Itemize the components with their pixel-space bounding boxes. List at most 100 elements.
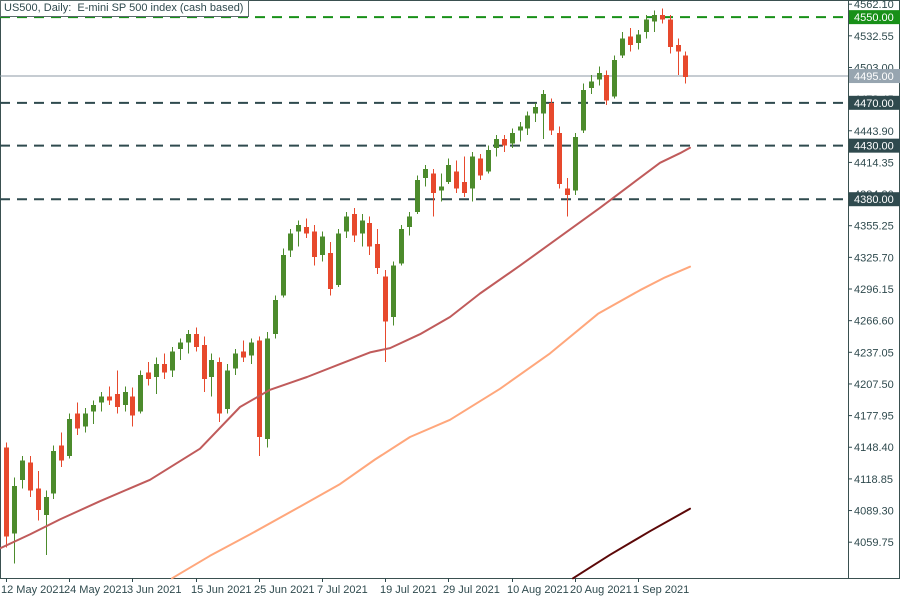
level-4380-badge[interactable] [849,192,900,207]
candle-body [486,149,491,172]
candle-body [462,182,467,193]
candle-body [249,342,254,356]
candle-body [202,344,207,380]
price-tick-label: 4177.95 [854,411,894,423]
current-price-4495-badge[interactable] [849,69,900,84]
ma-salmon-line [171,265,691,580]
candle-body [233,353,238,369]
date-tick-label: 15 Jun 2021 [191,584,252,596]
date-tick-label: 19 Jul 2021 [380,584,437,596]
candle-body [51,450,56,494]
candle-body [628,36,633,45]
candle-body [288,233,293,251]
level-4380-badge-label: 4380.00 [854,194,894,206]
date-tick-label: 1 Sep 2021 [633,584,689,596]
price-tick-label: 4325.70 [854,252,894,264]
candle-body [533,107,538,114]
candle-body [391,265,396,318]
moving-averages [0,146,691,580]
candle-body [494,139,499,148]
candle-body [644,19,649,33]
candle-body [225,370,230,410]
candle-body [478,158,483,176]
candle-body [589,81,594,88]
candle-body [12,486,17,534]
candle-body [581,89,586,131]
candle-body [573,137,578,191]
level-4550-badge[interactable] [849,10,900,25]
candle-body [399,229,404,264]
date-tick-label: 24 May 2021 [64,584,128,596]
candle-body [415,179,420,213]
candle-body [170,351,175,371]
candle-body [115,394,120,407]
candle-body [4,447,9,537]
date-tick-label: 12 May 2021 [1,584,65,596]
price-tick-label: 4207.50 [854,379,894,391]
candle-body [241,351,246,358]
candle-body [612,59,617,97]
price-tick-label: 4237.05 [854,347,894,359]
candle-body [344,216,349,232]
candle-body [518,126,523,131]
candle-body [162,364,167,373]
candle-body [194,334,199,348]
candle-body [130,396,135,416]
candle-body [565,188,570,195]
candle-body [367,222,372,247]
candle-body [549,102,554,131]
price-tick-label: 4532.55 [854,31,894,43]
candle-body [604,74,609,101]
candle-body [383,276,388,322]
candle-body [597,72,602,80]
candle-body [59,445,64,461]
candle-body [525,115,530,129]
candle-body [423,169,428,178]
candle-body [502,139,507,146]
candle-body [99,396,104,403]
candle-body [454,171,459,189]
candle-body [328,252,333,290]
date-tick-label: 3 Jun 2021 [127,584,181,596]
date-tick-label: 10 Aug 2021 [507,584,569,596]
candle-body [652,14,657,22]
candle-body [510,132,515,144]
candle-body [296,224,301,232]
plot-border [0,0,900,579]
candle-body [217,361,222,414]
candle-body [209,359,214,377]
price-levels[interactable] [0,16,848,201]
candle-body [320,236,325,255]
candle-body [67,418,72,457]
level-4470-badge-label: 4470.00 [854,98,894,110]
date-tick-label: 20 Aug 2021 [570,584,632,596]
candle-body [304,227,309,234]
price-tick-label: 4414.35 [854,157,894,169]
price-badges[interactable]: 4550.00 4495.00 4470.00 4430.00 4380.00 [849,10,900,207]
current-price-4495-badge-label: 4495.00 [854,71,894,83]
candle-body [36,488,41,510]
price-tick-label: 4118.85 [854,474,893,486]
candle-body [138,374,143,412]
date-tick-label: 25 Jun 2021 [254,584,315,596]
level-4430-badge[interactable] [849,138,900,153]
candle-body [312,231,317,258]
level-4430-badge-label: 4430.00 [854,141,894,153]
date-tick-label: 29 Jul 2021 [443,584,500,596]
candle-body [28,462,33,491]
level-4470-badge[interactable] [849,95,900,110]
candle-body [557,132,562,185]
ma-maroon-line [572,507,691,580]
candle-body [446,164,451,183]
candle-body [257,340,262,437]
candle-body [281,254,286,296]
candle-body [620,38,625,56]
candle-body [44,496,49,516]
candle-body [75,413,80,429]
price-tick-label: 4089.30 [854,506,894,518]
candle-body [336,233,341,285]
candle-body [178,342,183,350]
candle-body [83,413,88,427]
